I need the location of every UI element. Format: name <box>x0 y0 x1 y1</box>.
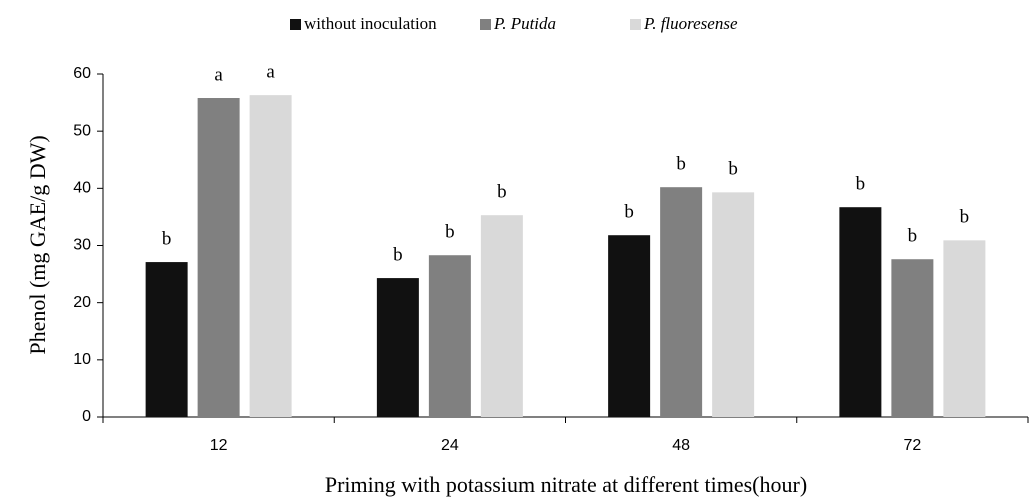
bar-annotation: b <box>162 228 172 249</box>
x-tick-label: 24 <box>441 437 459 454</box>
bar <box>712 192 755 417</box>
bar <box>660 187 703 417</box>
y-tick-label: 30 <box>73 237 91 254</box>
y-tick-label: 60 <box>73 65 91 82</box>
bar <box>145 262 188 417</box>
y-tick-label: 20 <box>73 294 91 311</box>
legend-label: without inoculation <box>304 14 437 33</box>
bar <box>608 235 651 417</box>
bar-annotation: b <box>960 207 970 228</box>
legend-label: P. Putida <box>493 14 556 33</box>
bar-annotation: a <box>266 62 275 83</box>
legend-swatch <box>630 19 641 30</box>
x-tick-label: 12 <box>210 437 228 454</box>
bar-annotation: b <box>624 202 634 223</box>
y-tick-label: 10 <box>73 351 91 368</box>
bar <box>891 259 934 417</box>
bar-annotation: b <box>393 244 403 265</box>
bar-annotation: a <box>214 64 223 85</box>
bar-annotation: b <box>676 154 686 175</box>
bar-annotation: b <box>728 159 738 180</box>
y-tick-label: 40 <box>73 180 91 197</box>
bar <box>249 95 292 417</box>
bar <box>428 255 471 417</box>
x-axis-title: Priming with potassium nitrate at differ… <box>325 472 807 497</box>
bar-annotation: b <box>445 222 455 243</box>
y-tick-label: 50 <box>73 122 91 139</box>
bar-annotation: b <box>497 182 507 203</box>
bar <box>839 207 882 417</box>
x-tick-label: 48 <box>672 437 690 454</box>
x-tick-label: 72 <box>903 437 921 454</box>
bar-annotation: b <box>856 174 866 195</box>
legend-swatch <box>290 19 301 30</box>
bar <box>376 278 419 417</box>
y-tick-label: 0 <box>82 408 91 425</box>
bar <box>197 98 240 417</box>
legend-label: P. fluoresense <box>643 14 738 33</box>
bar <box>480 215 523 417</box>
bar <box>943 240 986 417</box>
bar-annotation: b <box>908 226 918 247</box>
legend-swatch <box>480 19 491 30</box>
y-axis-title: Phenol (mg GAE/g DW) <box>25 135 50 354</box>
